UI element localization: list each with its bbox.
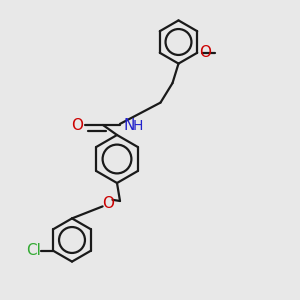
Text: Cl: Cl [26,243,41,258]
Text: O: O [71,118,83,133]
Text: O: O [200,45,211,60]
Text: N: N [124,118,135,133]
Text: O: O [102,196,114,211]
Text: H: H [132,119,143,133]
